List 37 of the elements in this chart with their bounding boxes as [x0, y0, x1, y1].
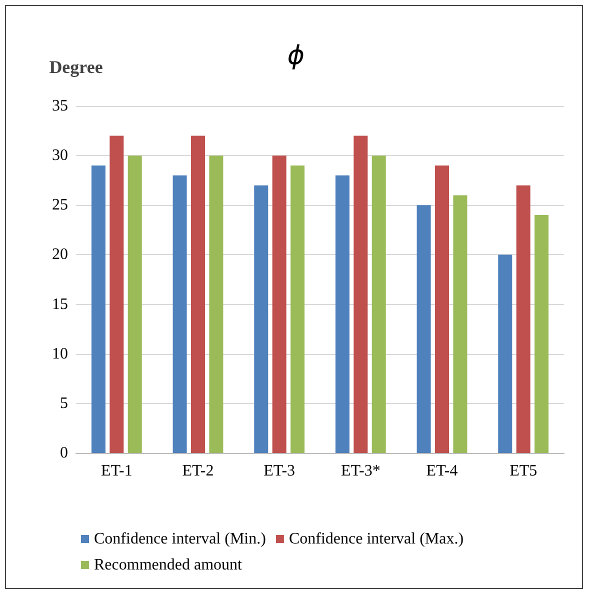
x-tick-label: ET-3: [264, 462, 296, 480]
bar: [534, 215, 549, 453]
legend-label: Recommended amount: [94, 556, 243, 574]
y-tick-label: 30: [52, 147, 68, 164]
x-tick-label: ET5: [510, 462, 538, 480]
y-tick-label: 10: [52, 345, 68, 362]
y-tick-label: 15: [52, 296, 68, 313]
bar: [110, 136, 124, 453]
bar: [191, 136, 205, 453]
bar: [91, 165, 106, 453]
bar: [128, 156, 142, 453]
y-tick-label: 20: [52, 246, 68, 264]
x-tick-label: ET-2: [182, 462, 214, 480]
y-tick-label: 25: [52, 196, 68, 214]
bar: [272, 156, 286, 453]
bar: [516, 185, 530, 453]
chart-title: ϕ: [287, 41, 305, 71]
bar: [435, 165, 449, 453]
bar: [416, 205, 431, 453]
bar: [498, 254, 512, 453]
x-tick-label: ET-3*: [340, 462, 380, 480]
bar: [372, 156, 386, 453]
y-tick-label: 35: [52, 98, 68, 114]
bar: [254, 185, 268, 453]
y-axis-title: Degree: [49, 57, 103, 77]
bar: [209, 156, 224, 453]
legend-label: Confidence interval (Min.): [94, 530, 266, 548]
bar: [453, 195, 468, 453]
bar: [335, 175, 350, 453]
y-tick-label: 0: [60, 444, 68, 462]
y-tick-label: 5: [60, 394, 68, 412]
x-tick-label: ET-4: [426, 462, 458, 480]
x-tick-label: ET-1: [100, 462, 132, 480]
bar: [354, 136, 368, 453]
bar: [290, 165, 305, 453]
bar: [172, 175, 187, 453]
legend-label: Confidence interval (Max.): [288, 530, 464, 548]
